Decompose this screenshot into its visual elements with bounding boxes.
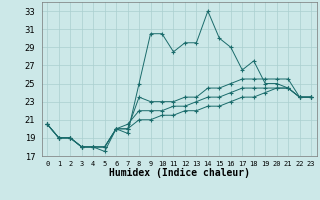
X-axis label: Humidex (Indice chaleur): Humidex (Indice chaleur) bbox=[109, 168, 250, 178]
